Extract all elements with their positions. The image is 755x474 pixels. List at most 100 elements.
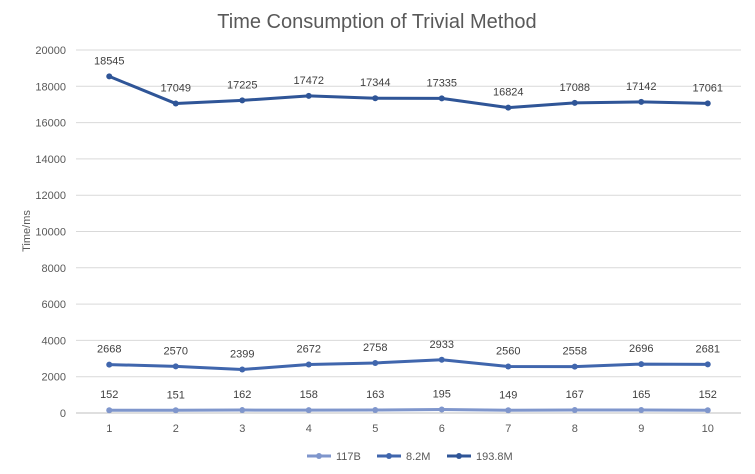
legend: 117B 8.2M 193.8M — [307, 451, 513, 463]
data-point — [239, 366, 246, 373]
data-point — [704, 100, 711, 107]
x-tick-label: 9 — [638, 423, 644, 435]
data-label: 167 — [566, 389, 584, 401]
data-point — [704, 361, 711, 368]
x-tick-label: 8 — [572, 423, 578, 435]
data-point — [106, 407, 113, 414]
y-tick-label: 10000 — [35, 227, 66, 239]
y-axis-ticks: 0 2000 4000 6000 8000 10000 12000 14000 16000 180… — [35, 45, 66, 420]
data-point — [505, 407, 512, 414]
data-point — [239, 407, 246, 414]
data-point — [372, 359, 379, 366]
data-label: 2668 — [97, 344, 121, 356]
data-label: 17344 — [360, 77, 391, 89]
series-line — [107, 74, 710, 110]
data-label: 16824 — [493, 87, 524, 99]
data-labels: 152 151 162 158 163 195 149 167 165 152 2668 2570 23… — [94, 55, 723, 401]
data-point — [305, 92, 312, 99]
y-tick-label: 6000 — [42, 299, 66, 311]
data-point — [438, 356, 445, 363]
data-label: 2696 — [629, 343, 653, 355]
data-label: 195 — [433, 388, 451, 400]
data-point — [372, 95, 379, 102]
data-point — [172, 363, 179, 370]
data-point — [571, 406, 578, 413]
data-label: 158 — [300, 389, 318, 401]
y-tick-label: 14000 — [35, 154, 66, 166]
y-tick-label: 2000 — [42, 372, 66, 384]
x-tick-label: 7 — [505, 423, 511, 435]
y-tick-label: 0 — [60, 408, 66, 420]
data-point — [305, 361, 312, 368]
data-label: 17225 — [227, 79, 258, 91]
x-tick-label: 10 — [702, 423, 714, 435]
legend-label: 117B — [336, 451, 361, 463]
data-point — [106, 361, 113, 368]
data-label: 18545 — [94, 55, 125, 67]
legend-marker — [456, 453, 462, 459]
data-label: 2560 — [496, 346, 520, 358]
data-point — [638, 361, 645, 368]
x-tick-label: 5 — [372, 423, 378, 435]
legend-marker — [386, 453, 392, 459]
data-label: 17049 — [160, 83, 191, 95]
data-label: 149 — [499, 389, 517, 401]
data-label: 17472 — [293, 75, 324, 87]
data-point — [172, 407, 179, 414]
data-point — [571, 363, 578, 370]
x-tick-label: 4 — [306, 423, 312, 435]
series-lines — [106, 73, 711, 414]
data-label: 2570 — [164, 345, 188, 357]
data-point — [571, 99, 578, 106]
data-label: 2681 — [696, 343, 720, 355]
series-line — [107, 358, 710, 371]
data-point — [638, 407, 645, 414]
data-label: 17088 — [559, 82, 590, 94]
data-point — [505, 363, 512, 370]
data-label: 17142 — [626, 81, 657, 93]
x-tick-label: 1 — [106, 423, 112, 435]
grid-lines — [76, 49, 741, 414]
data-point — [305, 407, 312, 414]
data-point — [106, 73, 113, 80]
data-point — [638, 98, 645, 105]
data-label: 2758 — [363, 342, 387, 354]
data-label: 162 — [233, 389, 251, 401]
data-point — [704, 407, 711, 414]
x-tick-label: 2 — [173, 423, 179, 435]
y-tick-label: 4000 — [42, 335, 66, 347]
y-axis-label: Time/ms — [21, 210, 33, 252]
data-label: 163 — [366, 389, 384, 401]
data-point — [172, 100, 179, 107]
data-point — [372, 407, 379, 414]
data-point — [505, 104, 512, 111]
data-label: 2558 — [563, 346, 587, 358]
legend-marker — [316, 453, 322, 459]
data-label: 2933 — [430, 339, 454, 351]
x-axis-ticks: 1 2 3 4 5 6 7 8 9 10 — [106, 423, 714, 435]
data-label: 17061 — [692, 82, 723, 94]
y-tick-label: 12000 — [35, 190, 66, 202]
series-line — [107, 407, 710, 412]
data-label: 2399 — [230, 348, 254, 360]
y-tick-label: 18000 — [35, 81, 66, 93]
chart-title: Time Consumption of Trivial Method — [217, 11, 536, 33]
data-point — [239, 97, 246, 104]
data-label: 17335 — [426, 77, 457, 89]
data-point — [438, 406, 445, 413]
x-tick-label: 3 — [239, 423, 245, 435]
data-label: 165 — [632, 389, 650, 401]
data-label: 152 — [699, 389, 717, 401]
y-tick-label: 16000 — [35, 118, 66, 130]
data-label: 2672 — [297, 344, 321, 356]
data-label: 151 — [167, 389, 185, 401]
x-tick-label: 6 — [439, 423, 445, 435]
legend-label: 8.2M — [406, 451, 430, 463]
y-tick-label: 8000 — [42, 263, 66, 275]
y-tick-label: 20000 — [35, 45, 66, 57]
data-point — [438, 95, 445, 102]
data-label: 152 — [100, 389, 118, 401]
legend-label: 193.8M — [476, 451, 513, 463]
